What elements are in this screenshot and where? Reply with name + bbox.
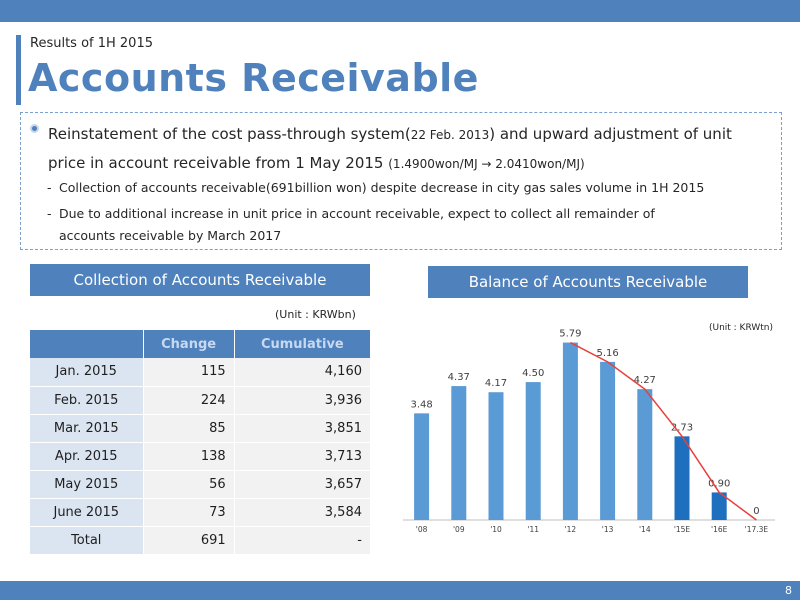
row-cumulative: 4,160 — [234, 358, 370, 387]
collection-unit-label: (Unit : KRWbn) — [275, 308, 356, 321]
bar-15E — [674, 436, 690, 520]
collection-table: Change Cumulative Jan. 2015 115 4,160 Fe… — [30, 330, 370, 555]
summary-main-text: Reinstatement of the cost pass-through s… — [48, 120, 778, 178]
row-change: 56 — [143, 470, 235, 499]
row-change: 85 — [143, 414, 235, 443]
row-change: 73 — [143, 498, 235, 527]
row-label: June 2015 — [30, 498, 144, 527]
bar-13 — [600, 361, 616, 520]
top-bar — [0, 0, 800, 22]
bottom-bar — [0, 581, 800, 600]
x-tick-label: '13 — [602, 525, 614, 534]
x-tick-label: '09 — [453, 525, 465, 534]
summary-box: Reinstatement of the cost pass-through s… — [20, 112, 782, 250]
table-total-row: Total 691 - — [30, 526, 370, 555]
summary-main-date: 22 Feb. 2013 — [410, 128, 490, 142]
bar-14 — [637, 389, 653, 520]
page-subtitle: Results of 1H 2015 — [30, 36, 153, 51]
dash-marker: - — [47, 180, 52, 195]
data-label: 0.90 — [708, 478, 730, 489]
summary-main-part1: Reinstatement of the cost pass-through s… — [48, 125, 411, 143]
summary-main-price: (1.4900won/MJ → 2.0410won/MJ) — [388, 157, 585, 171]
balance-unit-label: (Unit : KRWtn) — [709, 323, 773, 333]
data-label: 4.27 — [634, 375, 656, 386]
x-tick-label: '12 — [565, 525, 577, 534]
summary-sub1-text: Collection of accounts receivable(691bil… — [59, 180, 705, 195]
data-label: 4.50 — [522, 368, 544, 379]
balance-chart-svg: (Unit : KRWtn) 3.48 '08 4.37 '09 4.17 '10 4.50 '… — [403, 323, 775, 534]
bar-12 — [562, 342, 578, 520]
summary-sub2b-text: accounts receivable by March 2017 — [59, 228, 282, 243]
trend-line — [570, 341, 757, 521]
table-row: Feb. 2015 224 3,936 — [30, 386, 370, 415]
table-row: June 2015 73 3,584 — [30, 498, 370, 527]
data-label: 0 — [753, 506, 759, 517]
table-header-cell — [30, 330, 144, 358]
table-header-cell: Cumulative — [234, 330, 370, 358]
summary-sub-item-1: - Collection of accounts receivable(691bi… — [47, 177, 777, 199]
total-label: Total — [30, 526, 144, 555]
x-tick-label: '15E — [674, 525, 691, 534]
row-change: 115 — [143, 358, 235, 387]
summary-sub-item-2: - Due to additional increase in unit pric… — [47, 203, 777, 247]
table-row: Jan. 2015 115 4,160 — [30, 358, 370, 387]
x-tick-label: '08 — [416, 525, 428, 534]
data-label: 3.48 — [410, 399, 432, 410]
table-header-cell: Change — [143, 330, 235, 358]
title-accent-bar — [16, 35, 21, 105]
row-label: Mar. 2015 — [30, 414, 144, 443]
bar-11 — [525, 382, 541, 520]
table-header-row: Change Cumulative — [30, 330, 370, 358]
data-label: 4.37 — [448, 372, 470, 383]
total-change: 691 — [143, 526, 235, 555]
bar-16E — [711, 492, 727, 520]
table-row: Apr. 2015 138 3,713 — [30, 442, 370, 471]
page-title: Accounts Receivable — [28, 56, 479, 100]
row-label: Apr. 2015 — [30, 442, 144, 471]
x-tick-label: '11 — [527, 525, 539, 534]
x-tick-label: '14 — [639, 525, 651, 534]
total-cumulative: - — [234, 526, 370, 555]
row-cumulative: 3,713 — [234, 442, 370, 471]
data-label: 2.73 — [671, 422, 693, 433]
row-cumulative: 3,851 — [234, 414, 370, 443]
data-label: 5.16 — [596, 348, 618, 359]
row-label: May 2015 — [30, 470, 144, 499]
row-cumulative: 3,657 — [234, 470, 370, 499]
balance-panel-title: Balance of Accounts Receivable — [428, 266, 748, 298]
balance-chart: (Unit : KRWtn) 3.48 '08 4.37 '09 4.17 '10 4.50 '… — [395, 310, 785, 540]
x-tick-label: '10 — [490, 525, 502, 534]
page-number: 8 — [785, 584, 792, 597]
data-label: 5.79 — [559, 329, 581, 340]
row-cumulative: 3,584 — [234, 498, 370, 527]
dash-marker: - — [47, 206, 52, 221]
row-label: Feb. 2015 — [30, 386, 144, 415]
collection-panel-title: Collection of Accounts Receivable — [30, 264, 370, 296]
bar-09 — [451, 386, 467, 520]
bar-08 — [414, 413, 430, 520]
summary-sub2a-text: Due to additional increase in unit price… — [59, 206, 655, 221]
table-row: May 2015 56 3,657 — [30, 470, 370, 499]
row-cumulative: 3,936 — [234, 386, 370, 415]
row-change: 224 — [143, 386, 235, 415]
bullet-icon — [30, 124, 39, 133]
data-label: 4.17 — [485, 378, 507, 389]
summary-main-part2: ) and upward adjustment of unit — [489, 125, 732, 143]
row-label: Jan. 2015 — [30, 358, 144, 387]
summary-main-line2: price in account receivable from 1 May 2… — [48, 154, 389, 172]
x-tick-label: '17.3E — [745, 525, 769, 534]
row-change: 138 — [143, 442, 235, 471]
bar-10 — [488, 392, 504, 520]
x-tick-label: '16E — [711, 525, 728, 534]
table-row: Mar. 2015 85 3,851 — [30, 414, 370, 443]
